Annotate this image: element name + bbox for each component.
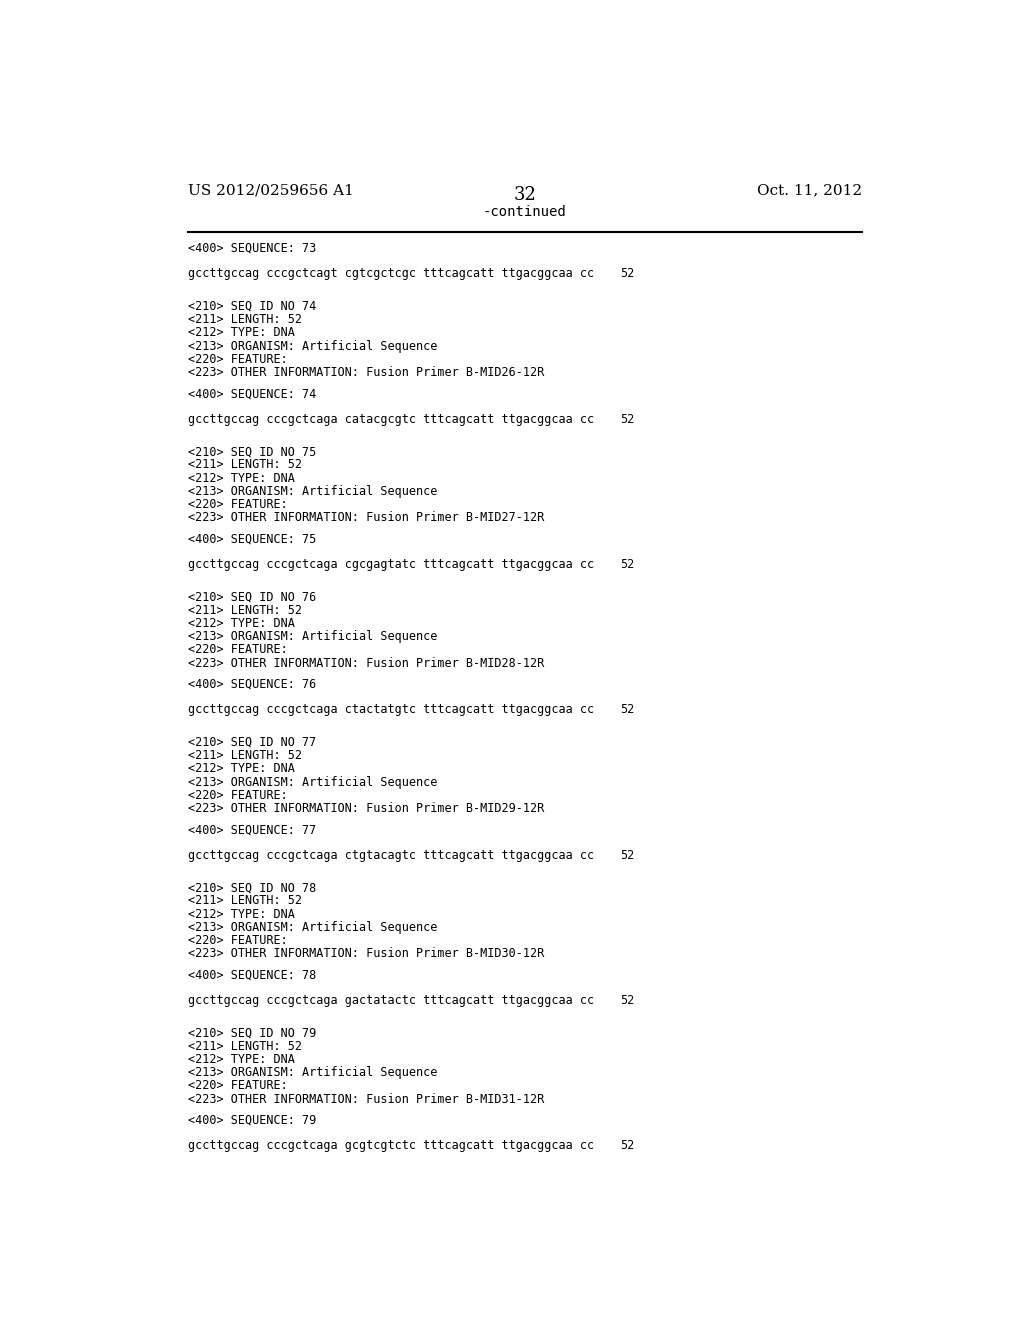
Text: <211> LENGTH: 52: <211> LENGTH: 52 bbox=[187, 895, 301, 907]
Text: <400> SEQUENCE: 79: <400> SEQUENCE: 79 bbox=[187, 1114, 315, 1127]
Text: 52: 52 bbox=[620, 558, 634, 572]
Text: 32: 32 bbox=[513, 186, 537, 205]
Text: gccttgccag cccgctcaga ctactatgtc tttcagcatt ttgacggcaa cc: gccttgccag cccgctcaga ctactatgtc tttcagc… bbox=[187, 704, 594, 717]
Text: <212> TYPE: DNA: <212> TYPE: DNA bbox=[187, 471, 294, 484]
Text: <210> SEQ ID NO 76: <210> SEQ ID NO 76 bbox=[187, 590, 315, 603]
Text: gccttgccag cccgctcagt cgtcgctcgc tttcagcatt ttgacggcaa cc: gccttgccag cccgctcagt cgtcgctcgc tttcagc… bbox=[187, 268, 594, 280]
Text: <400> SEQUENCE: 78: <400> SEQUENCE: 78 bbox=[187, 969, 315, 982]
Text: <213> ORGANISM: Artificial Sequence: <213> ORGANISM: Artificial Sequence bbox=[187, 339, 437, 352]
Text: <223> OTHER INFORMATION: Fusion Primer B-MID26-12R: <223> OTHER INFORMATION: Fusion Primer B… bbox=[187, 366, 544, 379]
Text: <220> FEATURE:: <220> FEATURE: bbox=[187, 498, 288, 511]
Text: gccttgccag cccgctcaga cgcgagtatc tttcagcatt ttgacggcaa cc: gccttgccag cccgctcaga cgcgagtatc tttcagc… bbox=[187, 558, 594, 572]
Text: <400> SEQUENCE: 73: <400> SEQUENCE: 73 bbox=[187, 242, 315, 255]
Text: <210> SEQ ID NO 74: <210> SEQ ID NO 74 bbox=[187, 300, 315, 313]
Text: <400> SEQUENCE: 75: <400> SEQUENCE: 75 bbox=[187, 533, 315, 545]
Text: <220> FEATURE:: <220> FEATURE: bbox=[187, 935, 288, 948]
Text: <210> SEQ ID NO 77: <210> SEQ ID NO 77 bbox=[187, 737, 315, 748]
Text: gccttgccag cccgctcaga catacgcgtc tttcagcatt ttgacggcaa cc: gccttgccag cccgctcaga catacgcgtc tttcagc… bbox=[187, 413, 594, 426]
Text: <223> OTHER INFORMATION: Fusion Primer B-MID31-12R: <223> OTHER INFORMATION: Fusion Primer B… bbox=[187, 1093, 544, 1106]
Text: <400> SEQUENCE: 76: <400> SEQUENCE: 76 bbox=[187, 678, 315, 690]
Text: <211> LENGTH: 52: <211> LENGTH: 52 bbox=[187, 1040, 301, 1053]
Text: <213> ORGANISM: Artificial Sequence: <213> ORGANISM: Artificial Sequence bbox=[187, 630, 437, 643]
Text: 52: 52 bbox=[620, 268, 634, 280]
Text: <223> OTHER INFORMATION: Fusion Primer B-MID28-12R: <223> OTHER INFORMATION: Fusion Primer B… bbox=[187, 656, 544, 669]
Text: <220> FEATURE:: <220> FEATURE: bbox=[187, 643, 288, 656]
Text: <220> FEATURE:: <220> FEATURE: bbox=[187, 789, 288, 801]
Text: -continued: -continued bbox=[483, 206, 566, 219]
Text: <211> LENGTH: 52: <211> LENGTH: 52 bbox=[187, 750, 301, 762]
Text: <213> ORGANISM: Artificial Sequence: <213> ORGANISM: Artificial Sequence bbox=[187, 921, 437, 935]
Text: <220> FEATURE:: <220> FEATURE: bbox=[187, 1080, 288, 1093]
Text: <223> OTHER INFORMATION: Fusion Primer B-MID27-12R: <223> OTHER INFORMATION: Fusion Primer B… bbox=[187, 511, 544, 524]
Text: <213> ORGANISM: Artificial Sequence: <213> ORGANISM: Artificial Sequence bbox=[187, 1067, 437, 1080]
Text: <212> TYPE: DNA: <212> TYPE: DNA bbox=[187, 326, 294, 339]
Text: <400> SEQUENCE: 77: <400> SEQUENCE: 77 bbox=[187, 824, 315, 837]
Text: gccttgccag cccgctcaga gactatactc tttcagcatt ttgacggcaa cc: gccttgccag cccgctcaga gactatactc tttcagc… bbox=[187, 994, 594, 1007]
Text: <212> TYPE: DNA: <212> TYPE: DNA bbox=[187, 908, 294, 921]
Text: <212> TYPE: DNA: <212> TYPE: DNA bbox=[187, 616, 294, 630]
Text: <223> OTHER INFORMATION: Fusion Primer B-MID30-12R: <223> OTHER INFORMATION: Fusion Primer B… bbox=[187, 948, 544, 961]
Text: <223> OTHER INFORMATION: Fusion Primer B-MID29-12R: <223> OTHER INFORMATION: Fusion Primer B… bbox=[187, 803, 544, 814]
Text: US 2012/0259656 A1: US 2012/0259656 A1 bbox=[187, 183, 353, 197]
Text: <211> LENGTH: 52: <211> LENGTH: 52 bbox=[187, 458, 301, 471]
Text: 52: 52 bbox=[620, 849, 634, 862]
Text: <210> SEQ ID NO 79: <210> SEQ ID NO 79 bbox=[187, 1027, 315, 1040]
Text: 52: 52 bbox=[620, 1139, 634, 1152]
Text: gccttgccag cccgctcaga ctgtacagtc tttcagcatt ttgacggcaa cc: gccttgccag cccgctcaga ctgtacagtc tttcagc… bbox=[187, 849, 594, 862]
Text: 52: 52 bbox=[620, 994, 634, 1007]
Text: 52: 52 bbox=[620, 413, 634, 426]
Text: <213> ORGANISM: Artificial Sequence: <213> ORGANISM: Artificial Sequence bbox=[187, 776, 437, 788]
Text: <212> TYPE: DNA: <212> TYPE: DNA bbox=[187, 763, 294, 775]
Text: <211> LENGTH: 52: <211> LENGTH: 52 bbox=[187, 313, 301, 326]
Text: <220> FEATURE:: <220> FEATURE: bbox=[187, 352, 288, 366]
Text: <400> SEQUENCE: 74: <400> SEQUENCE: 74 bbox=[187, 387, 315, 400]
Text: <213> ORGANISM: Artificial Sequence: <213> ORGANISM: Artificial Sequence bbox=[187, 484, 437, 498]
Text: 52: 52 bbox=[620, 704, 634, 717]
Text: <212> TYPE: DNA: <212> TYPE: DNA bbox=[187, 1053, 294, 1067]
Text: gccttgccag cccgctcaga gcgtcgtctc tttcagcatt ttgacggcaa cc: gccttgccag cccgctcaga gcgtcgtctc tttcagc… bbox=[187, 1139, 594, 1152]
Text: <210> SEQ ID NO 75: <210> SEQ ID NO 75 bbox=[187, 445, 315, 458]
Text: <210> SEQ ID NO 78: <210> SEQ ID NO 78 bbox=[187, 882, 315, 894]
Text: <211> LENGTH: 52: <211> LENGTH: 52 bbox=[187, 603, 301, 616]
Text: Oct. 11, 2012: Oct. 11, 2012 bbox=[757, 183, 862, 197]
